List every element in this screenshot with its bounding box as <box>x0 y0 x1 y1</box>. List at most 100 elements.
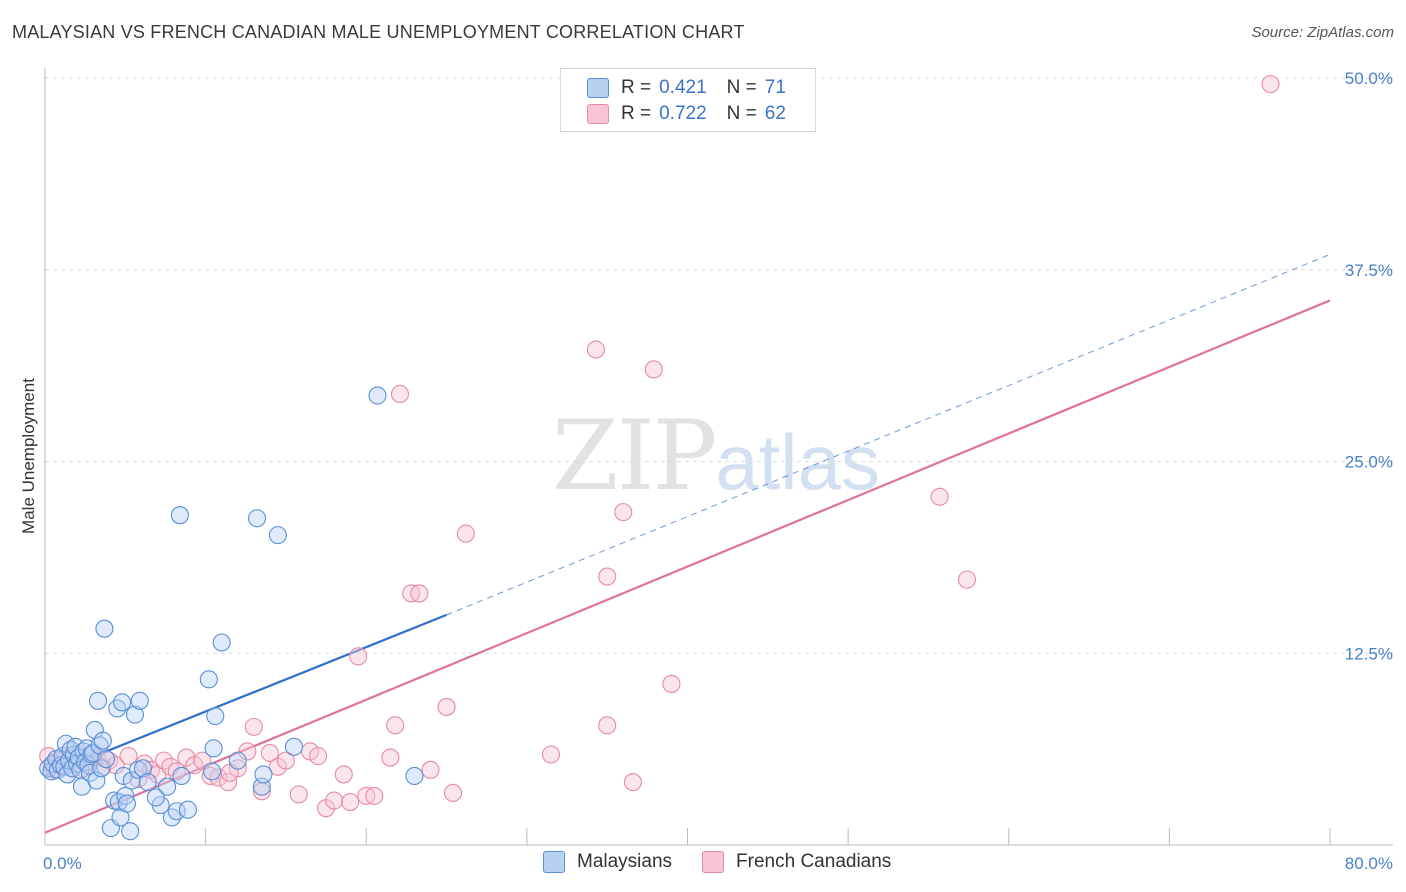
legend-item-french-canadians[interactable]: French Canadians <box>702 851 891 873</box>
stats-legend: R = 0.421 N = 71 R = 0.722 N = 62 <box>560 68 816 132</box>
point-malaysian <box>247 509 267 528</box>
point-malaysian <box>146 788 165 807</box>
y-tick-label: 50.0% <box>1345 69 1393 88</box>
point-malaysian <box>368 386 387 405</box>
point-french-canadian <box>957 570 977 589</box>
point-malaysian <box>92 759 111 778</box>
legend-swatch-pink <box>702 851 725 873</box>
point-french-canadian <box>129 769 148 789</box>
axis-labels: 12.5% 25.0% 37.5% 50.0% 0.0% 80.0% Male Unempl… <box>19 69 1393 873</box>
source-label: Source: ZipAtlas.com <box>1251 24 1394 41</box>
point-french-canadian <box>644 360 663 379</box>
point-malaysian <box>122 771 141 790</box>
point-french-canadian <box>437 697 456 716</box>
legend-r-label: R = <box>621 103 652 124</box>
legend-label-malaysians: Malaysians <box>577 851 673 872</box>
point-malaysian <box>254 765 273 784</box>
legend-swatch-pink <box>587 104 609 124</box>
point-malaysian <box>162 808 181 827</box>
point-french-canadian <box>586 340 605 359</box>
point-malaysian <box>93 731 112 750</box>
point-french-canadian <box>390 384 410 404</box>
point-malaysian <box>268 526 287 545</box>
point-french-canadian <box>598 716 617 735</box>
point-french-canadian <box>662 674 681 693</box>
point-malaysian <box>212 633 231 652</box>
point-malaysian <box>117 794 136 813</box>
point-french-canadian <box>410 584 429 603</box>
trend-line-french-canadians <box>44 299 1331 834</box>
y-tick-label: 37.5% <box>1345 261 1393 280</box>
point-malaysian <box>158 777 177 796</box>
point-french-canadian <box>219 773 238 792</box>
point-french-canadian <box>623 773 642 792</box>
y-axis-label: Male Unemployment <box>19 378 38 534</box>
point-french-canadian <box>456 524 475 543</box>
point-malaysian <box>170 506 189 525</box>
point-malaysian <box>133 759 153 778</box>
point-french-canadian <box>289 785 308 804</box>
point-french-canadian <box>541 745 561 764</box>
x-tick-label: 80.0% <box>1345 854 1393 873</box>
point-french-canadian <box>309 746 328 766</box>
watermark: ZIPatlas <box>552 400 880 512</box>
point-malaysian <box>88 691 108 710</box>
legend-item-malaysians[interactable]: Malaysians <box>543 851 672 873</box>
point-malaysian <box>80 763 100 782</box>
point-french-canadian <box>341 792 360 812</box>
point-malaysian <box>405 766 424 786</box>
y-tick-label: 12.5% <box>1345 644 1393 663</box>
point-french-canadian <box>443 783 463 802</box>
point-malaysian <box>125 705 144 724</box>
legend-n-label: N = <box>726 103 757 124</box>
point-french-canadian <box>386 716 405 735</box>
point-malaysian <box>206 707 225 726</box>
point-malaysian <box>113 693 132 712</box>
point-malaysian <box>121 822 140 841</box>
legend-n-label: N = <box>726 77 757 98</box>
legend-swatch-blue <box>543 851 565 873</box>
legend-label-french-canadians: French Canadians <box>736 851 892 872</box>
point-french-canadian <box>238 742 257 761</box>
point-french-canadian <box>244 717 263 736</box>
legend-r-value: 0.722 <box>659 103 707 124</box>
x-tick-label: 0.0% <box>43 854 82 873</box>
point-french-canadian <box>614 503 633 522</box>
point-malaysian <box>199 670 218 689</box>
point-malaysian <box>203 762 222 781</box>
point-french-canadian <box>119 746 138 766</box>
series-legend: Malaysians French Canadians <box>543 851 921 873</box>
trend-line-malaysians-extrapolated <box>446 253 1331 616</box>
legend-row-french-canadians: R = 0.722 N = 62 <box>587 101 786 127</box>
y-tick-label: 25.0% <box>1345 453 1393 472</box>
trend-line-malaysians <box>44 613 447 777</box>
point-malaysian <box>178 800 198 819</box>
point-malaysian <box>204 739 223 758</box>
point-malaysian <box>108 699 127 718</box>
point-malaysian <box>138 773 157 792</box>
point-french-canadian <box>334 765 353 784</box>
point-malaysian <box>284 737 304 756</box>
point-french-canadian <box>260 743 279 763</box>
trend-lines <box>44 253 1331 834</box>
axes <box>44 68 1393 846</box>
point-malaysian <box>95 619 114 638</box>
point-french-canadian <box>276 751 295 770</box>
grid <box>45 77 1393 654</box>
point-french-canadian <box>349 647 368 666</box>
point-malaysian <box>130 691 149 710</box>
point-french-canadian <box>381 748 400 767</box>
point-french-canadian <box>325 791 344 810</box>
legend-r-value: 0.421 <box>659 77 707 98</box>
data-points <box>39 75 1280 841</box>
legend-n-value: 71 <box>764 77 786 98</box>
legend-r-label: R = <box>621 77 652 98</box>
point-malaysian <box>96 750 116 769</box>
point-malaysian <box>228 751 247 770</box>
legend-swatch-blue <box>587 78 609 98</box>
point-malaysian <box>167 802 186 821</box>
chart-title: MALAYSIAN VS FRENCH CANADIAN MALE UNEMPL… <box>12 22 745 42</box>
point-french-canadian <box>930 487 949 506</box>
point-malaysian <box>172 766 191 786</box>
